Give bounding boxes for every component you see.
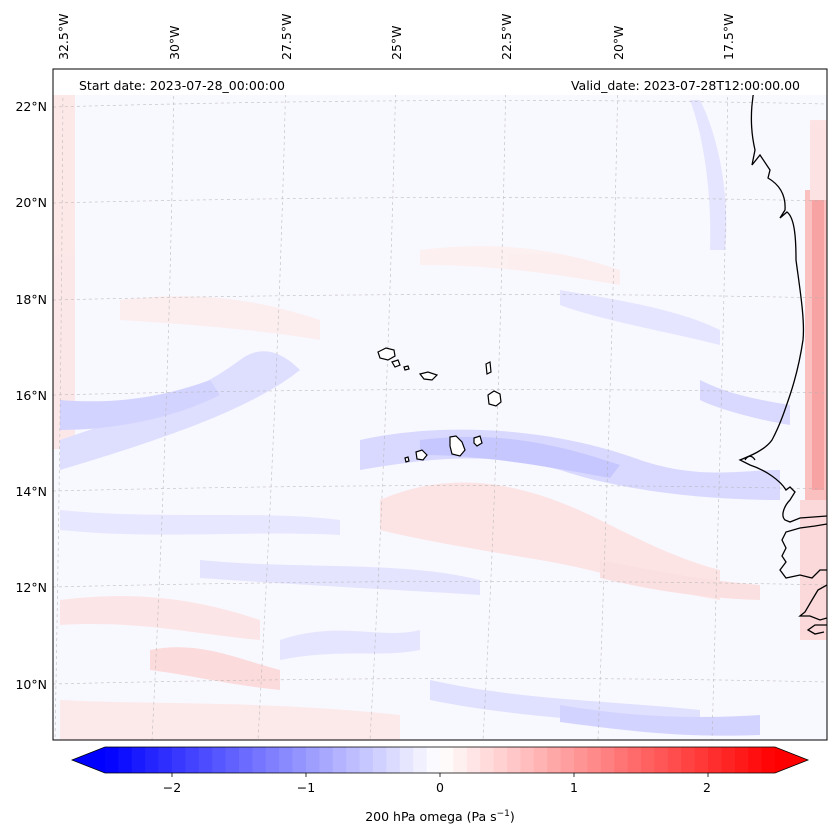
lon-label-32-5w: 32.5°W [56,14,71,60]
map-panel [53,69,827,740]
colorbar-segment [279,747,294,773]
colorbar-segment [480,747,495,773]
colorbar-segment [105,747,119,773]
colorbar-segment [761,747,776,773]
lat-label-14n: 14°N [15,484,47,499]
colorbar-outline [70,746,810,774]
omega-field [53,69,827,740]
cbar-tick-1: 1 [570,780,578,795]
colorbar-segment [681,747,696,773]
colorbar-segment [440,747,454,773]
valid-date-label: Valid_date: 2023-07-28T12:00:00.00 [571,78,800,93]
cbar-tick-minus2: −2 [163,780,181,795]
colorbar-segment [158,747,173,773]
colorbar-label: 200 hPa omega (Pa s−1) [365,809,515,824]
colorbar-segment [654,747,669,773]
coastline [738,69,827,635]
colorbar-segment [600,747,615,773]
colorbar-extend-low [72,747,105,773]
colorbar-segment [574,747,588,773]
colorbar-segment [399,747,414,773]
header-strip [53,69,827,95]
colorbar-segment [239,747,253,773]
colorbar-segment [667,747,682,773]
lon-label-25w: 25°W [389,25,404,60]
colorbar-segment [708,747,722,773]
colorbar-segment [748,747,763,773]
colorbar-segment [145,747,160,773]
lat-label-22n: 22°N [15,99,47,114]
colorbar-segment [319,747,334,773]
colorbar-segment [359,747,374,773]
lat-label-16n: 16°N [15,388,47,403]
colorbar-segment [627,747,642,773]
colorbar-segment [493,747,508,773]
colorbar-segment [641,747,655,773]
colorbar-segment [373,747,387,773]
lat-label-18n: 18°N [15,292,47,307]
colorbar-segment [332,747,347,773]
colorbar-segment [614,747,629,773]
colorbar-segment [346,747,361,773]
colorbar-segment [520,747,535,773]
colorbar-segment [587,747,602,773]
colorbar-segment [118,747,133,773]
lon-label-22-5w: 22.5°W [499,14,514,60]
colorbar-label-end: ) [510,809,515,824]
lon-label-30w: 30°W [167,25,182,60]
colorbar-segment [533,747,548,773]
lat-label-12n: 12°N [15,580,47,595]
gridlines [53,69,827,740]
colorbar-segment [306,747,320,773]
cbar-tick-0: 0 [436,780,444,795]
lat-label-10n: 10°N [15,677,47,692]
cbar-tick-minus1: −1 [297,780,315,795]
start-date-label: Start date: 2023-07-28_00:00:00 [79,78,285,93]
colorbar-segment [185,747,200,773]
colorbar-segment [172,747,186,773]
colorbar-segment [426,747,441,773]
colorbar-segment [507,747,521,773]
colorbar-segment [212,747,227,773]
lat-label-20n: 20°N [15,195,47,210]
lon-tick-labels: 32.5°W 30°W 27.5°W 25°W 22.5°W 20°W 17.5… [56,14,736,60]
colorbar-segment [252,747,267,773]
colorbar-segment [560,747,575,773]
colorbar-segment [265,747,280,773]
colorbar-tick-labels: −2 −1 0 1 2 [163,780,711,795]
cbar-tick-2: 2 [703,780,711,795]
colorbar-segment [547,747,562,773]
cape-verde-islands [377,347,502,463]
colorbar-segment [466,747,481,773]
colorbar-segment [734,747,749,773]
colorbar-segment [453,747,468,773]
lon-label-27-5w: 27.5°W [279,14,294,60]
colorbar-segment [721,747,736,773]
colorbar-extend-high [775,747,808,773]
colorbar-label-exponent: −1 [497,809,510,819]
colorbar-segment [386,747,401,773]
lon-label-17-5w: 17.5°W [721,14,736,60]
lon-label-20w: 20°W [611,25,626,60]
colorbar-segment [131,747,146,773]
colorbar-segment [413,747,428,773]
colorbar-label-main: 200 hPa omega (Pa s [365,809,496,824]
map-frame [52,68,828,741]
colorbar [70,746,810,777]
colorbar-segment [198,747,213,773]
colorbar-segment [694,747,709,773]
colorbar-segment [225,747,240,773]
colorbar-segment [292,747,307,773]
lat-tick-labels: 22°N 20°N 18°N 16°N 14°N 12°N 10°N [15,99,47,692]
